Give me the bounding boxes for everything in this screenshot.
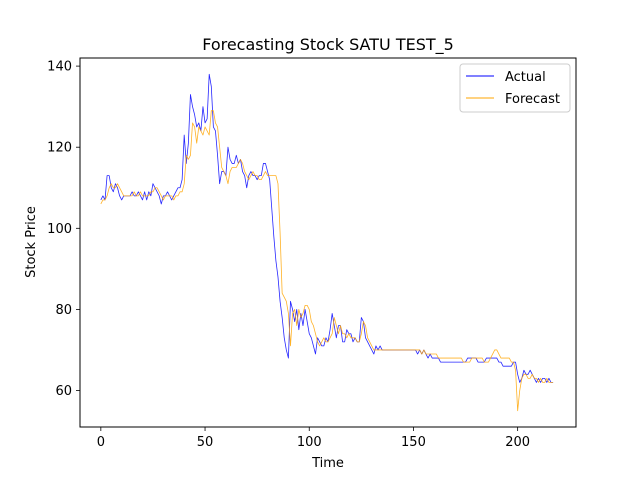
y-axis: 60 80 100 120 140 xyxy=(47,60,80,399)
y-tick-label: 80 xyxy=(55,303,72,318)
x-tick-label: 200 xyxy=(505,435,530,450)
plot-content xyxy=(100,73,554,412)
chart-title: Forecasting Stock SATU TEST_5 xyxy=(202,35,454,55)
x-tick-label: 100 xyxy=(297,435,322,450)
x-tick-label: 0 xyxy=(97,435,105,450)
y-tick-label: 100 xyxy=(47,222,72,237)
y-tick-label: 140 xyxy=(47,60,72,75)
x-tick-label: 150 xyxy=(401,435,426,450)
x-axis: 0 50 100 150 200 xyxy=(97,427,530,450)
x-tick-label: 50 xyxy=(197,435,214,450)
y-axis-title: Stock Price xyxy=(24,206,39,278)
x-axis-title: Time xyxy=(311,456,344,471)
series-line-actual xyxy=(100,73,554,383)
legend: Actual Forecast xyxy=(459,63,571,113)
y-tick-label: 120 xyxy=(47,141,72,156)
plot-frame xyxy=(79,57,577,428)
legend-label-actual: Actual xyxy=(505,70,546,85)
legend-label-forecast: Forecast xyxy=(505,92,560,107)
series-line-forecast xyxy=(100,110,554,412)
y-tick-label: 60 xyxy=(55,384,72,399)
